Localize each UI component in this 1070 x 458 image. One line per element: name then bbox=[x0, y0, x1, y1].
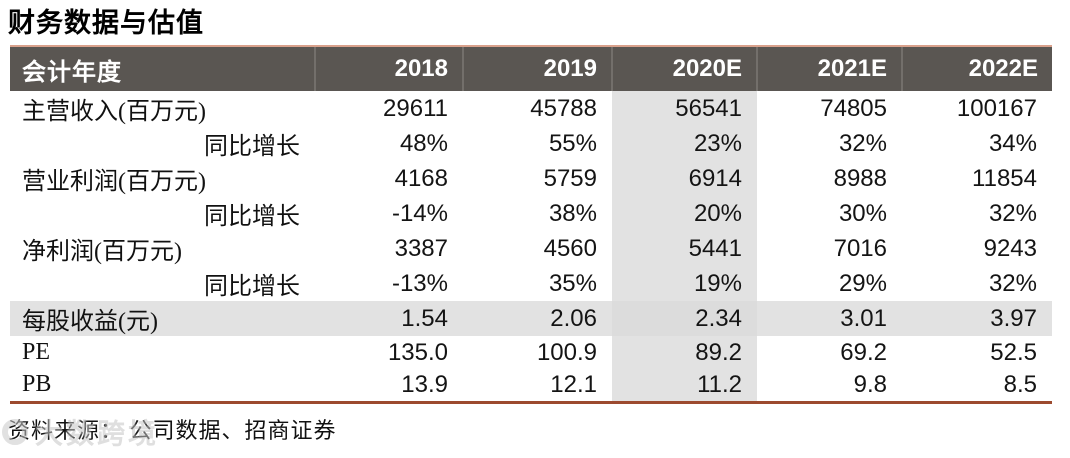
table-body: 主营收入(百万元) 29611 45788 56541 74805 100167 同比增长 4… bbox=[10, 91, 1052, 402]
header-2022e: 2022E bbox=[901, 45, 1052, 91]
source-note: 资料来源： 公司数据、招商证券 bbox=[8, 417, 337, 443]
value-cell: 45788 bbox=[530, 94, 597, 122]
value-cell: 48% bbox=[399, 129, 448, 157]
row-label: 每股收益(元) bbox=[10, 301, 315, 336]
header-fiscal-year: 会计年度 bbox=[10, 45, 315, 91]
value-cell: 100.9 bbox=[536, 338, 597, 366]
table-row: 同比增长 48% 55% 23% 32% 34% bbox=[10, 126, 1052, 161]
value-cell: 3387 bbox=[394, 234, 448, 262]
value-cell: 8.5 bbox=[1003, 370, 1037, 398]
value-cell: 4168 bbox=[394, 164, 448, 192]
row-label: 同比增长 bbox=[204, 204, 300, 230]
value-cell: 35% bbox=[548, 269, 597, 297]
financial-report-snippet: 财务数据与估值 会计年度 2018 2019 2020E 2021E 2022E… bbox=[0, 6, 1070, 449]
value-cell: 29% bbox=[838, 269, 887, 297]
value-cell: 135.0 bbox=[387, 338, 448, 366]
value-cell: 32% bbox=[988, 269, 1037, 297]
value-cell: 3.97 bbox=[902, 301, 1052, 336]
value-cell: 2.34 bbox=[612, 301, 757, 336]
value-cell: 8988 bbox=[833, 164, 887, 192]
value-cell: 56541 bbox=[612, 91, 757, 126]
value-cell: 34% bbox=[988, 129, 1037, 157]
value-cell: 19% bbox=[612, 266, 757, 301]
value-cell: 89.2 bbox=[612, 336, 757, 369]
value-cell: 30% bbox=[838, 199, 887, 227]
table-row: 同比增长 -13% 35% 19% 29% 32% bbox=[10, 266, 1052, 301]
page-title: 财务数据与估值 bbox=[8, 8, 204, 38]
header-2020e: 2020E bbox=[611, 45, 757, 91]
value-cell: 9243 bbox=[983, 234, 1037, 262]
table-row: 每股收益(元) 1.54 2.06 2.34 3.01 3.97 bbox=[10, 301, 1052, 336]
table-header-row: 会计年度 2018 2019 2020E 2021E 2022E bbox=[10, 45, 1052, 91]
value-cell: 52.5 bbox=[990, 338, 1037, 366]
table-row: 主营收入(百万元) 29611 45788 56541 74805 100167 bbox=[10, 91, 1052, 126]
value-cell: 4560 bbox=[543, 234, 597, 262]
value-cell: 23% bbox=[612, 126, 757, 161]
financial-table: 会计年度 2018 2019 2020E 2021E 2022E 主营收入(百万… bbox=[10, 45, 1052, 404]
table-row: 同比增长 -14% 38% 20% 30% 32% bbox=[10, 196, 1052, 231]
value-cell: 3.01 bbox=[757, 301, 902, 336]
row-label: 净利润(百万元) bbox=[22, 239, 182, 265]
value-cell: 11.2 bbox=[612, 369, 757, 402]
value-cell: 100167 bbox=[956, 94, 1037, 122]
row-label: PE bbox=[22, 339, 51, 365]
row-label: 同比增长 bbox=[204, 274, 300, 300]
table-row: 净利润(百万元) 3387 4560 5441 7016 9243 bbox=[10, 231, 1052, 266]
value-cell: 29611 bbox=[383, 94, 448, 122]
value-cell: 74805 bbox=[820, 94, 887, 122]
table-row: PB 13.9 12.1 11.2 9.8 8.5 bbox=[10, 369, 1052, 402]
row-label: 主营收入(百万元) bbox=[22, 99, 206, 125]
value-cell: 38% bbox=[548, 199, 597, 227]
value-cell: 7016 bbox=[833, 234, 887, 262]
row-label: PB bbox=[22, 371, 52, 398]
row-label: 同比增长 bbox=[204, 134, 300, 160]
value-cell: -13% bbox=[391, 269, 448, 297]
value-cell: 5759 bbox=[543, 164, 597, 192]
header-2019: 2019 bbox=[462, 45, 612, 91]
table-row: PE 135.0 100.9 89.2 69.2 52.5 bbox=[10, 336, 1052, 369]
table-row: 营业利润(百万元) 4168 5759 6914 8988 11854 bbox=[10, 161, 1052, 196]
value-cell: 69.2 bbox=[840, 338, 887, 366]
value-cell: 13.9 bbox=[401, 370, 448, 398]
header-2018: 2018 bbox=[314, 45, 463, 91]
value-cell: 11854 bbox=[972, 164, 1037, 192]
value-cell: 20% bbox=[612, 196, 757, 231]
value-cell: 32% bbox=[988, 199, 1037, 227]
value-cell: 32% bbox=[838, 129, 887, 157]
header-2021e: 2021E bbox=[756, 45, 902, 91]
value-cell: 6914 bbox=[612, 161, 757, 196]
value-cell: 1.54 bbox=[315, 301, 463, 336]
value-cell: 9.8 bbox=[853, 370, 887, 398]
value-cell: 5441 bbox=[612, 231, 757, 266]
value-cell: -14% bbox=[391, 199, 448, 227]
value-cell: 55% bbox=[548, 129, 597, 157]
value-cell: 2.06 bbox=[463, 301, 612, 336]
row-label: 营业利润(百万元) bbox=[22, 169, 206, 195]
value-cell: 12.1 bbox=[550, 370, 597, 398]
